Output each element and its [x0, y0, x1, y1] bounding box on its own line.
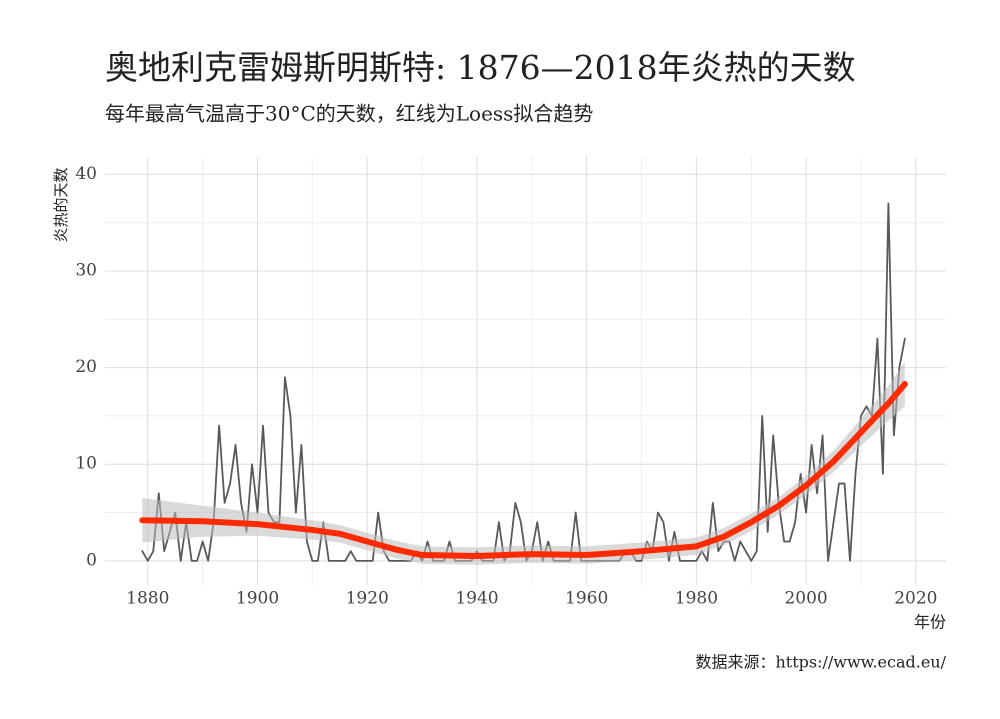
confidence-band: [142, 361, 905, 565]
x-tick-label: 1880: [126, 589, 169, 609]
y-tick-label: 10: [75, 454, 97, 474]
x-tick-label: 2000: [784, 589, 827, 609]
y-tick-label: 20: [75, 357, 97, 377]
x-tick-label: 1900: [236, 589, 279, 609]
x-tick-label: 1960: [565, 589, 608, 609]
x-tick-label: 2020: [894, 589, 937, 609]
x-axis-label: 年份: [914, 613, 946, 632]
x-tick-label: 1940: [455, 589, 498, 609]
y-tick-label: 40: [75, 164, 97, 184]
y-axis-label: 炎热的天数: [52, 167, 70, 242]
chart-title: 奥地利克雷姆斯明斯特: 1876—2018年炎热的天数: [105, 48, 856, 87]
y-tick-label: 0: [86, 550, 97, 570]
data-line: [141, 202, 906, 562]
caption: 数据来源：https://www.ecad.eu/: [695, 653, 946, 672]
y-tick-label: 30: [75, 261, 97, 281]
x-tick-label: 1920: [346, 589, 389, 609]
trend-line: [139, 381, 908, 560]
x-tick-label: 1980: [675, 589, 718, 609]
chart-subtitle: 每年最高气温高于30°C的天数，红线为Loess拟合趋势: [105, 102, 593, 126]
